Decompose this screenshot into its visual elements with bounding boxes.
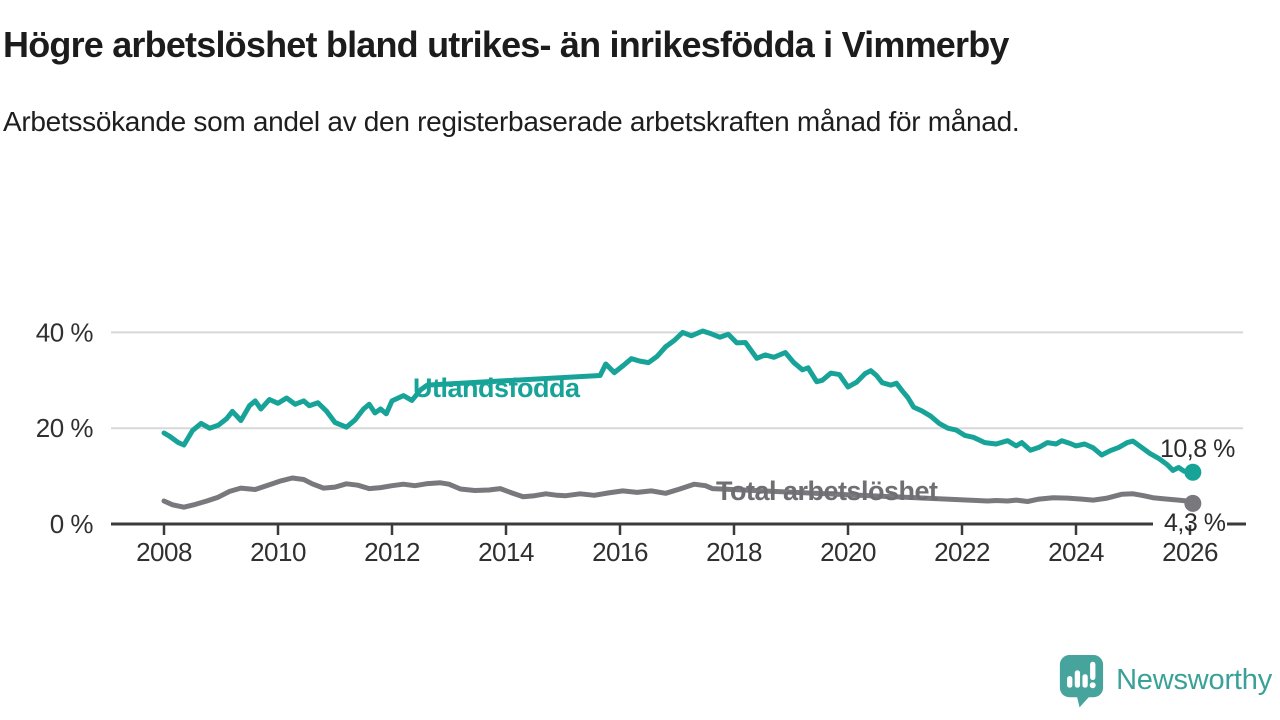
x-tick-label: 2020 — [820, 537, 876, 567]
x-tick-label: 2016 — [592, 537, 648, 567]
series-end-dot — [1184, 494, 1202, 512]
x-tick-label: 2010 — [250, 537, 306, 567]
newsworthy-bubble-chart-icon — [1059, 655, 1104, 708]
y-tick-label: 0 % — [50, 509, 94, 539]
newsworthy-wordmark: Newsworthy — [1116, 663, 1272, 696]
chart-header: Högre arbetslöshet bland utrikes- än inr… — [3, 0, 1020, 145]
series-label-total-arbetsloshet: Total arbetslöshet — [716, 476, 938, 506]
x-tick-label: 2022 — [934, 537, 990, 567]
series-line — [161, 475, 1196, 510]
x-tick-label: 2012 — [364, 537, 420, 567]
x-tick-label: 2026 — [1162, 537, 1218, 567]
axes: 0 % 20 % 40 % 2008 2010 2012 2014 2016 2018 2020 2… — [36, 317, 1246, 567]
x-tick-label: 2018 — [706, 537, 762, 567]
series-label-utlandsfodda: Utlandsfödda — [413, 373, 581, 403]
series-line — [161, 328, 1196, 475]
page-subtitle: Arbetssökande som andel av den registerb… — [3, 106, 1020, 138]
x-tick-label: 2008 — [136, 537, 192, 567]
x-tick-label: 2024 — [1048, 537, 1104, 567]
exclamation-dot — [1089, 682, 1096, 689]
exclamation-stroke — [1090, 661, 1096, 680]
x-tick-label: 2014 — [478, 537, 534, 567]
newsworthy-logo: Newsworthy — [1057, 652, 1272, 708]
bar-1 — [1067, 676, 1073, 688]
y-tick-label: 40 % — [36, 317, 94, 347]
page-title: Högre arbetslöshet bland utrikes- än inr… — [3, 24, 1009, 65]
series-end-dot — [1184, 463, 1202, 481]
bar-3 — [1082, 674, 1088, 688]
end-value-label-utlandsfodda: 10,8 % — [1160, 435, 1235, 463]
series-lines — [161, 328, 1202, 512]
bar-2 — [1074, 670, 1081, 688]
y-tick-label: 20 % — [36, 413, 94, 443]
end-value-label-total: 4,3 % — [1164, 509, 1226, 537]
speech-bubble-shape — [1059, 655, 1104, 708]
gridlines — [111, 331, 1243, 430]
